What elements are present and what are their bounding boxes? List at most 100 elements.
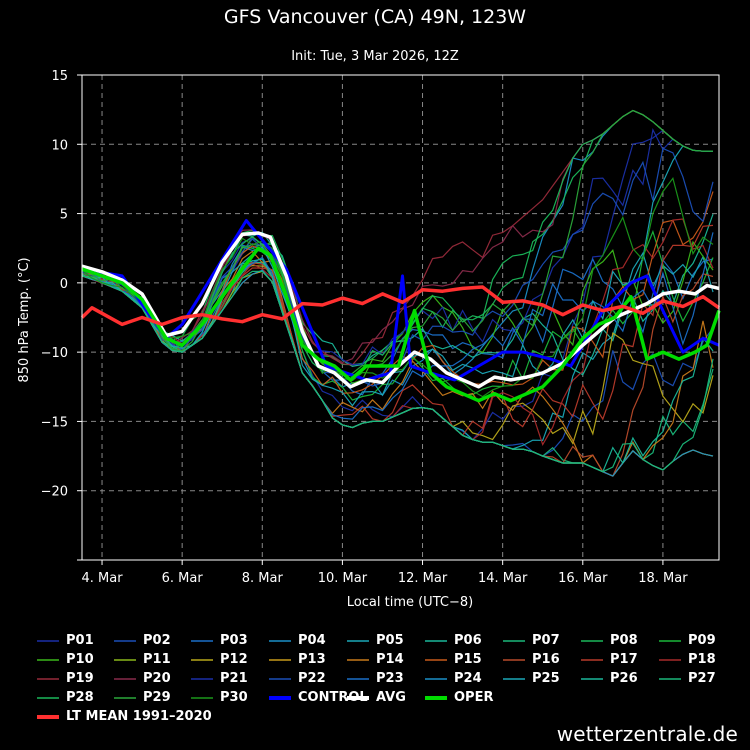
legend-swatch: [425, 640, 447, 642]
legend-swatch: [347, 696, 369, 700]
legend-swatch: [37, 697, 59, 699]
legend-label: OPER: [454, 690, 494, 705]
legend-label: P04: [298, 633, 326, 648]
chart-subtitle: Init: Tue, 3 Mar 2026, 12Z: [291, 49, 459, 64]
x-tick-label: 4. Mar: [81, 571, 123, 586]
x-tick-label: 8. Mar: [242, 571, 284, 586]
legend-swatch: [659, 678, 681, 680]
series-line-p30: [81, 176, 714, 398]
legend-label: P30: [220, 690, 248, 705]
legend-label: P29: [143, 690, 171, 705]
y-tick-label: −15: [41, 415, 68, 430]
legend-swatch: [425, 678, 447, 680]
x-tick-label: 16. Mar: [558, 571, 608, 586]
axis-ticks: 4. Mar 6. Mar 8. Mar 10. Mar 12. Mar 14. Mar 1…: [41, 69, 689, 586]
legend-swatch: [581, 678, 603, 680]
legend-label: P05: [376, 633, 404, 648]
y-tick-label: −20: [41, 485, 68, 500]
legend-label: AVG: [376, 690, 406, 705]
legend-swatch: [114, 678, 136, 680]
legend-swatch: [659, 659, 681, 661]
x-tick-label: 12. Mar: [398, 571, 448, 586]
legend-swatch: [581, 659, 603, 661]
legend-swatch: [114, 697, 136, 699]
legend-swatch: [37, 659, 59, 661]
legend-swatch: [503, 640, 525, 642]
legend-label: P11: [143, 652, 171, 667]
legend-swatch: [581, 640, 603, 642]
legend-label: P10: [66, 652, 94, 667]
legend-swatch: [114, 640, 136, 642]
legend-swatch: [37, 678, 59, 680]
legend-label: P22: [298, 671, 326, 686]
legend-label: P27: [688, 671, 716, 686]
chart-plot: 4. Mar 6. Mar 8. Mar 10. Mar 12. Mar 14. Mar 1…: [17, 69, 721, 610]
legend-swatch: [503, 678, 525, 680]
legend-swatch: [114, 659, 136, 661]
x-tick-label: 14. Mar: [478, 571, 528, 586]
legend-label: P17: [610, 652, 638, 667]
series-line-avg: [81, 231, 720, 389]
y-axis-label: 850 hPa Temp. (°C): [17, 257, 32, 382]
x-axis-label: Local time (UTC−8): [347, 595, 473, 610]
y-tick-label: 10: [51, 138, 68, 153]
legend-label: P18: [688, 652, 716, 667]
series-line-control: [81, 219, 720, 382]
legend-swatch: [191, 678, 213, 680]
series-line-oper: [81, 246, 721, 403]
legend-swatch: [191, 697, 213, 699]
series-line-lt-mean-1991-2020: [80, 285, 720, 327]
legend-label: P13: [298, 652, 326, 667]
legend-label: P09: [688, 633, 716, 648]
legend-label: P01: [66, 633, 94, 648]
legend-label: P24: [454, 671, 482, 686]
legend-swatch: [191, 659, 213, 661]
legend-swatch: [269, 678, 291, 680]
series-line-p02: [81, 260, 714, 457]
x-tick-label: 6. Mar: [162, 571, 204, 586]
legend-label: P26: [610, 671, 638, 686]
legend-label: P20: [143, 671, 171, 686]
legend-label: P25: [532, 671, 560, 686]
legend-label: P02: [143, 633, 171, 648]
legend-swatch: [659, 640, 681, 642]
x-tick-label: 10. Mar: [318, 571, 368, 586]
legend-swatch: [425, 696, 447, 700]
legend-label: P15: [454, 652, 482, 667]
site-watermark: wetterzentrale.de: [556, 722, 738, 746]
legend-swatch: [425, 659, 447, 661]
y-tick-label: −10: [41, 346, 68, 361]
y-tick-label: 5: [60, 208, 68, 223]
legend-swatch: [191, 640, 213, 642]
y-tick-label: 15: [51, 69, 68, 84]
legend-swatch: [347, 640, 369, 642]
legend-swatch: [269, 696, 291, 700]
chart-title: GFS Vancouver (CA) 49N, 123W: [223, 6, 527, 28]
legend-swatch: [347, 659, 369, 661]
legend-swatch: [37, 715, 59, 719]
legend-label: CONTROL: [298, 690, 368, 705]
legend-label: P08: [610, 633, 638, 648]
legend-swatch: [269, 640, 291, 642]
legend-label: P07: [532, 633, 560, 648]
y-tick-label: 0: [60, 277, 68, 292]
legend-swatch: [269, 659, 291, 661]
legend-label: P23: [376, 671, 404, 686]
plot-frame: [81, 74, 720, 561]
legend-swatch: [503, 659, 525, 661]
main-series: [80, 219, 721, 403]
legend-label: P03: [220, 633, 248, 648]
series-line-p29: [81, 109, 713, 376]
x-tick-label: 18. Mar: [638, 571, 688, 586]
legend-swatch: [37, 640, 59, 642]
legend-label: P19: [66, 671, 94, 686]
series-line-p27: [81, 270, 714, 473]
legend-label: P16: [532, 652, 560, 667]
legend-label: LT MEAN 1991–2020: [66, 709, 212, 724]
legend-label: P12: [220, 652, 248, 667]
legend-label: P06: [454, 633, 482, 648]
legend-label: P28: [66, 690, 94, 705]
legend-label: P21: [220, 671, 248, 686]
legend-swatch: [347, 678, 369, 680]
legend-label: P14: [376, 652, 404, 667]
